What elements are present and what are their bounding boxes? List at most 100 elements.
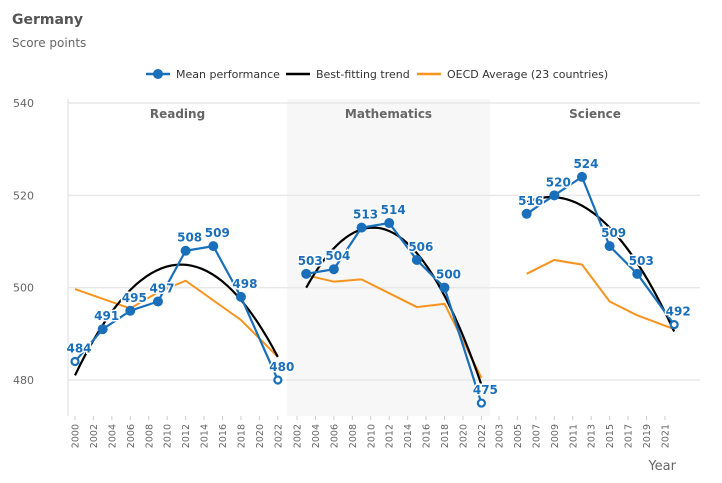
x-tick-label: 2020	[458, 424, 469, 448]
mean-point	[208, 241, 219, 252]
y-tick-label: 500	[13, 282, 34, 295]
mean-point	[356, 222, 367, 233]
y-tick-label: 480	[13, 374, 34, 387]
x-tick-label: 2016	[218, 424, 229, 448]
mean-point	[180, 245, 191, 256]
x-tick-label: 2018	[236, 424, 247, 448]
data-label: 484	[66, 342, 91, 356]
legend-mean-label: Mean performance	[176, 68, 280, 81]
mean-point	[576, 171, 587, 182]
mean-point	[235, 291, 246, 302]
data-label: 495	[122, 291, 147, 305]
data-label: 506	[408, 240, 433, 254]
x-tick-label: 2012	[181, 424, 192, 448]
data-label: 498	[232, 277, 257, 291]
legend: Mean performance Best-fitting trend OECD A…	[146, 68, 608, 81]
data-label: 504	[325, 249, 350, 263]
oecd-average-line	[305, 274, 483, 379]
panel-title: Mathematics	[345, 107, 432, 121]
mean-performance-line	[74, 244, 279, 381]
x-tick-label: 2006	[329, 424, 340, 448]
data-label: 492	[666, 305, 691, 319]
x-tick-label: 2002	[293, 424, 304, 448]
x-tick-label: 2006	[126, 424, 137, 448]
legend-trend-label: Best-fitting trend	[316, 68, 410, 81]
data-label: 524	[573, 157, 598, 171]
mean-point	[604, 241, 615, 252]
chart-subtitle: Score points	[12, 36, 87, 50]
x-tick-label: 2010	[366, 424, 377, 448]
x-tick-label: 2010	[163, 424, 174, 448]
x-tick-label: 2021	[660, 424, 671, 448]
mean-point	[328, 264, 339, 275]
mean-point-hollow	[273, 375, 283, 385]
x-tick-label: 2004	[107, 424, 118, 448]
panel-reading: Reading 2000 2002 2004 2006 2008 2010 2012 2014 2…	[65, 107, 296, 448]
data-label: 520	[546, 175, 571, 189]
mean-point	[384, 218, 395, 229]
x-tick-label: 2011	[568, 424, 579, 448]
data-label: 491	[94, 309, 119, 323]
x-tick-label: 2014	[403, 424, 414, 448]
x-tick-label: 2014	[200, 424, 211, 448]
legend-mean-marker	[153, 69, 163, 79]
x-tick-label: 2000	[71, 424, 82, 448]
oecd-average-line	[526, 258, 675, 331]
legend-oecd-label: OECD Average (23 countries)	[447, 68, 608, 81]
panel-title: Reading	[150, 107, 205, 121]
data-label: 509	[205, 226, 230, 240]
mean-point	[152, 296, 163, 307]
x-tick-label: 2020	[255, 424, 266, 448]
panel-science: Science 2003 2005 2007 2009 2011 2013 2015 2017 2…	[495, 107, 693, 448]
x-tick-label: 2002	[89, 424, 100, 448]
data-label: 513	[353, 208, 378, 222]
x-tick-label: 2017	[624, 424, 635, 448]
x-tick-label: 2007	[531, 424, 542, 448]
x-tick-label: 2022	[477, 424, 488, 448]
mean-point-hollow	[669, 320, 679, 330]
panel-title: Science	[569, 107, 621, 121]
mean-point	[97, 324, 108, 335]
x-tick-label: 2008	[144, 424, 155, 448]
x-tick-label: 2005	[513, 424, 524, 448]
x-tick-label: 2022	[273, 424, 284, 448]
x-tick-label: 2015	[605, 424, 616, 448]
x-tick-label: 2009	[550, 424, 561, 448]
mean-point-hollow	[476, 398, 486, 408]
x-tick-label: 2008	[348, 424, 359, 448]
mean-point-hollow	[70, 356, 80, 367]
x-tick-label: 2004	[311, 424, 322, 448]
x-axis-label: Year	[647, 459, 676, 474]
data-label: 514	[381, 203, 406, 217]
panel-shade	[287, 99, 490, 416]
x-tick-label: 2013	[587, 424, 598, 448]
x-tick-label: 2003	[495, 424, 506, 448]
y-tick-label: 520	[13, 189, 34, 202]
oecd-average-line	[74, 279, 279, 358]
x-tick-label: 2012	[385, 424, 396, 448]
data-label: 480	[269, 360, 294, 374]
mean-point	[301, 268, 312, 279]
mean-point	[125, 305, 136, 316]
data-label: 497	[149, 282, 174, 296]
data-label: 509	[601, 226, 626, 240]
mean-point	[549, 190, 560, 201]
data-label: 508	[177, 231, 202, 245]
chart-title: Germany	[12, 12, 84, 28]
mean-point	[439, 282, 450, 293]
y-tick-label: 540	[13, 97, 34, 110]
mean-performance-line	[526, 175, 676, 326]
mean-point	[411, 254, 422, 265]
x-tick-label: 2019	[642, 424, 653, 448]
data-label: 475	[473, 383, 498, 397]
x-tick-label: 2016	[422, 424, 433, 448]
data-label: 503	[629, 254, 654, 268]
x-tick-label: 2018	[440, 424, 451, 448]
mean-point	[632, 268, 643, 279]
mean-point	[521, 208, 532, 219]
data-label: 516	[518, 194, 543, 208]
data-label: 503	[298, 254, 323, 268]
panel-mathematics: Mathematics 2002 2004 2006 2008 2010 2012 2014 2…	[293, 107, 500, 448]
